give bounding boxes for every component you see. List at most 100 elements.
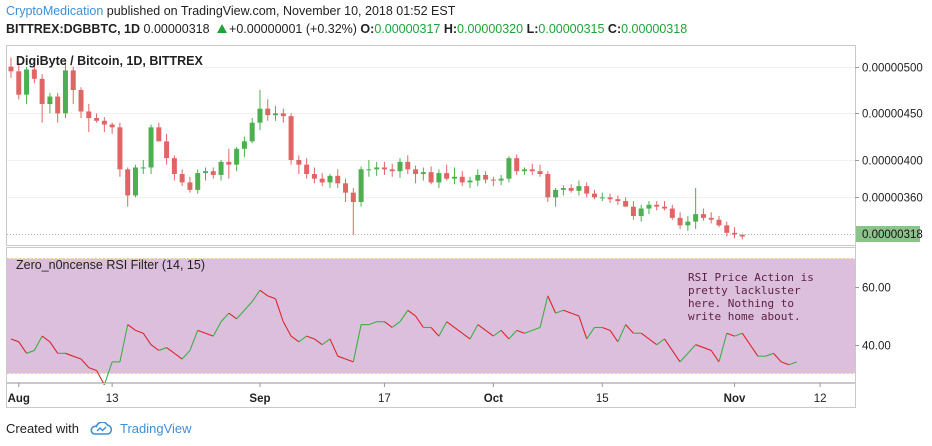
candle-body [327, 175, 333, 183]
rsi-segment [718, 333, 728, 363]
candle-body [358, 169, 364, 202]
close-label: C: [607, 22, 622, 36]
symbol-label: BITTREX:DGBBTC, 1D [6, 22, 141, 36]
candle-body [420, 172, 426, 174]
candle-body [171, 158, 177, 174]
rsi-segment [197, 329, 206, 334]
candle-body [405, 161, 411, 170]
rsi-segment [524, 329, 533, 334]
rsi-segment [477, 324, 486, 331]
annotation-line-1: RSI Price Action is [688, 271, 814, 284]
rsi-segment [726, 332, 735, 337]
rsi-segment [500, 329, 510, 340]
rsi-segment [321, 338, 331, 346]
candle-body [273, 113, 279, 116]
rsi-segment [18, 341, 28, 354]
candle-body [94, 118, 100, 121]
footer: Created with TradingView [6, 421, 192, 436]
candle-body [646, 204, 652, 209]
candle-body [732, 232, 738, 235]
rsi-segment [741, 332, 751, 346]
rsi-segment [228, 312, 237, 320]
chart-canvas[interactable]: DigiByte / Bitcoin, 1D, BITTREX 0.000005… [0, 0, 932, 420]
rsi-segment [345, 358, 354, 363]
candle-body [366, 169, 372, 171]
candle-body [529, 169, 535, 172]
rsi-segment [765, 352, 774, 357]
candle-body [677, 217, 683, 226]
rsi-segment [508, 329, 518, 340]
rsi-tick-label: 40.00 [862, 341, 891, 353]
rsi-segment [236, 309, 245, 320]
annotation-line-2: pretty lackluster [688, 284, 801, 297]
rsi-segment [609, 330, 619, 343]
author-link[interactable]: CryptoMedication [6, 4, 104, 18]
rsi-segment [150, 344, 160, 351]
rsi-segment [547, 295, 557, 314]
rsi-segment [493, 329, 502, 337]
rsi-axis[interactable]: 60.00 40.00 [855, 283, 891, 353]
price-change: +0.00000001 (+0.32%) [229, 22, 357, 36]
created-with-label: Created with [6, 421, 79, 436]
candle-body [693, 214, 699, 222]
rsi-segment [135, 329, 144, 334]
candle-body [62, 70, 68, 114]
candle-body [576, 186, 582, 191]
candle-body [304, 164, 310, 174]
rsi-segment [516, 329, 525, 334]
time-tick-label: 12 [814, 393, 827, 405]
time-axis[interactable]: Aug 13 Sep 17 Oct 15 Nov 12 [8, 383, 827, 405]
candle-body [607, 197, 613, 200]
low-label: L: [526, 22, 539, 36]
candle-body [203, 171, 208, 174]
rsi-segment [679, 352, 689, 363]
rsi-line-series [10, 289, 797, 386]
main-pane[interactable] [6, 45, 856, 246]
rsi-segment [391, 321, 401, 328]
price-tick-label: 0.00000360 [862, 193, 923, 205]
time-tick-label: Nov [724, 393, 746, 405]
candlestick-series [8, 57, 745, 240]
candle-body [599, 197, 605, 199]
rsi-segment [142, 332, 152, 346]
rsi-segment [212, 321, 222, 337]
candle-body [249, 122, 255, 142]
candle-body [31, 69, 37, 79]
candle-body [537, 171, 543, 174]
candle-body [265, 108, 271, 116]
candle-body [156, 127, 162, 142]
rsi-segment [586, 327, 595, 340]
candle-body [241, 141, 247, 149]
rsi-segment [205, 332, 214, 337]
rsi-segment [773, 352, 782, 363]
rsi-segment [461, 332, 471, 340]
candle-body [514, 158, 520, 172]
candle-body [662, 206, 668, 209]
rsi-segment [446, 321, 455, 328]
rsi-segment [80, 358, 90, 369]
rsi-segment [127, 324, 136, 331]
close-value: 0.00000318 [621, 22, 688, 36]
candle-body [483, 174, 489, 180]
candle-body [623, 201, 629, 207]
rsi-segment [274, 298, 284, 322]
rsi-segment [415, 315, 424, 328]
candle-body [311, 174, 317, 179]
rsi-segment [617, 324, 627, 343]
candle-body [55, 96, 61, 114]
rsi-segment [220, 312, 230, 323]
candle-body [592, 193, 597, 198]
annotation-line-4: write home about. [688, 310, 801, 323]
price-axis[interactable]: 0.00000500 0.00000450 0.00000400 0.00000360 [855, 63, 923, 205]
rsi-segment [166, 347, 175, 354]
rsi-segment [298, 335, 307, 343]
time-tick-label: 13 [106, 393, 119, 405]
rsi-segment [96, 370, 105, 386]
current-price-label: 0.00000318 [862, 229, 923, 241]
rsi-segment [578, 315, 588, 340]
tradingview-link[interactable]: TradingView [120, 421, 192, 436]
candle-body [521, 169, 527, 172]
rsi-segment [695, 344, 704, 349]
candle-body [70, 70, 76, 90]
candle-body [545, 174, 551, 198]
